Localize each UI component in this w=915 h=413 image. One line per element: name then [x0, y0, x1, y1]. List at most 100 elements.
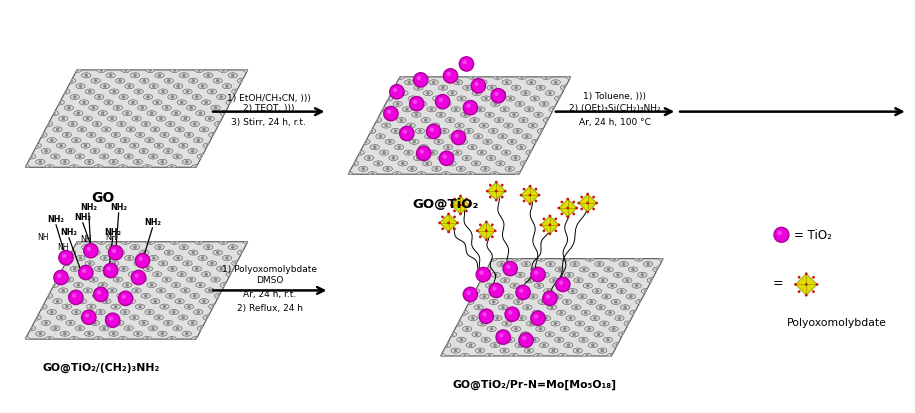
- Circle shape: [82, 101, 86, 105]
- Circle shape: [463, 354, 467, 358]
- Ellipse shape: [66, 320, 75, 325]
- Ellipse shape: [457, 337, 466, 342]
- Ellipse shape: [454, 81, 463, 85]
- Circle shape: [458, 124, 461, 128]
- Ellipse shape: [27, 326, 36, 331]
- Ellipse shape: [430, 123, 440, 129]
- Ellipse shape: [515, 343, 524, 348]
- Ellipse shape: [27, 154, 36, 159]
- Ellipse shape: [110, 261, 119, 266]
- Ellipse shape: [198, 84, 207, 90]
- Circle shape: [200, 155, 204, 159]
- Ellipse shape: [109, 160, 118, 165]
- Circle shape: [413, 100, 417, 105]
- Circle shape: [109, 74, 113, 78]
- Circle shape: [543, 230, 545, 233]
- Circle shape: [456, 152, 459, 155]
- Circle shape: [479, 279, 482, 282]
- Circle shape: [533, 338, 536, 342]
- Circle shape: [522, 119, 525, 123]
- Ellipse shape: [490, 102, 500, 107]
- Circle shape: [178, 300, 181, 303]
- Circle shape: [441, 228, 444, 231]
- Text: GO@TiO₂/(CH₂)₃NH₂: GO@TiO₂/(CH₂)₃NH₂: [42, 362, 159, 372]
- Circle shape: [477, 306, 480, 309]
- Circle shape: [541, 300, 544, 304]
- Circle shape: [163, 305, 167, 309]
- Ellipse shape: [181, 288, 190, 293]
- Circle shape: [555, 278, 570, 292]
- Ellipse shape: [554, 337, 564, 342]
- Circle shape: [134, 246, 137, 249]
- Ellipse shape: [551, 321, 560, 326]
- Text: GO@TiO₂/Pr-N=Mo[Mo₅O₁₈]: GO@TiO₂/Pr-N=Mo[Mo₅O₁₈]: [452, 379, 616, 389]
- Circle shape: [382, 152, 386, 155]
- Circle shape: [587, 328, 591, 331]
- Ellipse shape: [66, 149, 75, 154]
- Circle shape: [484, 97, 488, 101]
- Circle shape: [135, 254, 150, 268]
- Polygon shape: [349, 78, 571, 175]
- Ellipse shape: [60, 160, 70, 165]
- Ellipse shape: [609, 327, 619, 332]
- Circle shape: [480, 322, 484, 325]
- Circle shape: [527, 349, 531, 353]
- Circle shape: [456, 222, 459, 225]
- Circle shape: [231, 74, 234, 78]
- Circle shape: [522, 188, 525, 191]
- Ellipse shape: [96, 138, 105, 143]
- Ellipse shape: [441, 172, 450, 177]
- Circle shape: [84, 316, 87, 320]
- Text: NH: NH: [58, 242, 69, 251]
- Ellipse shape: [226, 272, 235, 277]
- Ellipse shape: [154, 144, 164, 149]
- Ellipse shape: [81, 74, 91, 79]
- Circle shape: [529, 203, 532, 206]
- Ellipse shape: [608, 283, 617, 289]
- Ellipse shape: [387, 113, 396, 118]
- Circle shape: [539, 328, 543, 331]
- Ellipse shape: [91, 149, 100, 154]
- Circle shape: [519, 273, 522, 277]
- Circle shape: [561, 354, 565, 358]
- Ellipse shape: [121, 68, 130, 73]
- Ellipse shape: [164, 79, 174, 84]
- Ellipse shape: [32, 144, 41, 149]
- Circle shape: [494, 93, 499, 97]
- Circle shape: [778, 231, 781, 235]
- Ellipse shape: [74, 283, 83, 288]
- Circle shape: [607, 268, 610, 272]
- Circle shape: [161, 262, 165, 266]
- Circle shape: [403, 130, 407, 135]
- Circle shape: [454, 108, 458, 112]
- Circle shape: [144, 294, 147, 298]
- Circle shape: [447, 73, 451, 77]
- Ellipse shape: [97, 240, 106, 245]
- Circle shape: [40, 134, 44, 137]
- Circle shape: [84, 145, 87, 148]
- Ellipse shape: [175, 299, 184, 304]
- Ellipse shape: [537, 129, 546, 134]
- Ellipse shape: [572, 305, 581, 310]
- Ellipse shape: [532, 140, 541, 145]
- Ellipse shape: [131, 245, 140, 250]
- Ellipse shape: [603, 337, 612, 342]
- Ellipse shape: [531, 267, 540, 272]
- Circle shape: [92, 107, 95, 110]
- Ellipse shape: [70, 267, 80, 272]
- Ellipse shape: [49, 283, 59, 288]
- Ellipse shape: [500, 348, 509, 353]
- Circle shape: [208, 289, 211, 292]
- Circle shape: [157, 74, 161, 78]
- Circle shape: [157, 145, 161, 148]
- Ellipse shape: [238, 79, 247, 84]
- Circle shape: [589, 300, 593, 304]
- Circle shape: [157, 246, 161, 249]
- Ellipse shape: [137, 278, 147, 282]
- Circle shape: [38, 161, 42, 164]
- Ellipse shape: [222, 84, 231, 90]
- Circle shape: [107, 267, 111, 271]
- Circle shape: [440, 157, 444, 160]
- Circle shape: [455, 134, 458, 138]
- Ellipse shape: [530, 337, 539, 342]
